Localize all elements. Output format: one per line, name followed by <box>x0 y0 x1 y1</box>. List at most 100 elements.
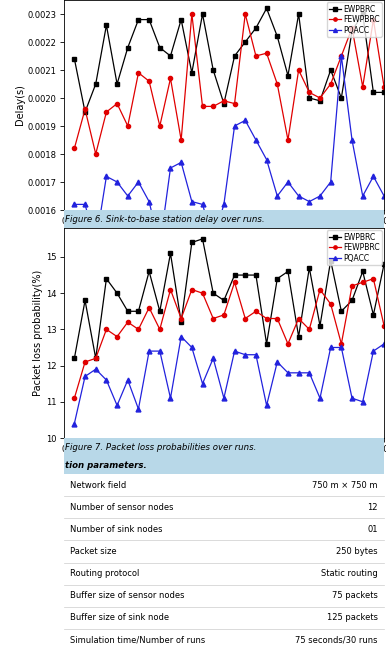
PQACC <box>83 372 87 380</box>
Text: Static routing: Static routing <box>321 569 378 578</box>
EWPBRC <box>179 318 183 326</box>
PQACC <box>339 52 344 60</box>
EWPBRC <box>361 10 365 18</box>
Text: 12: 12 <box>367 503 378 512</box>
EWPBRC <box>328 66 333 74</box>
X-axis label: Runs(s): Runs(s) <box>205 457 242 467</box>
Text: Simulation time/Number of runs: Simulation time/Number of runs <box>70 635 205 644</box>
FEWPBRC <box>232 279 237 286</box>
FEWPBRC <box>222 97 226 105</box>
PQACC <box>157 347 162 355</box>
PQACC <box>296 369 301 377</box>
PQACC <box>104 173 109 180</box>
EWPBRC <box>318 322 322 329</box>
EWPBRC <box>200 10 205 18</box>
FEWPBRC <box>371 16 376 23</box>
PQACC <box>147 347 151 355</box>
Line: EWPBRC: EWPBRC <box>72 7 386 114</box>
FEWPBRC <box>243 10 247 18</box>
PQACC <box>254 136 258 144</box>
PQACC <box>157 242 162 250</box>
EWPBRC <box>157 44 162 51</box>
EWPBRC <box>72 55 77 62</box>
EWPBRC <box>168 52 173 60</box>
FEWPBRC <box>264 49 269 57</box>
FEWPBRC <box>190 10 194 18</box>
FEWPBRC <box>232 100 237 107</box>
FEWPBRC <box>115 100 119 107</box>
EWPBRC <box>296 333 301 340</box>
Line: EWPBRC: EWPBRC <box>72 237 386 361</box>
FEWPBRC <box>318 94 322 102</box>
EWPBRC <box>243 38 247 46</box>
PQACC <box>307 369 312 377</box>
FEWPBRC <box>382 83 386 90</box>
FEWPBRC <box>147 77 151 85</box>
FEWPBRC <box>286 136 290 144</box>
PQACC <box>243 117 247 124</box>
PQACC <box>115 402 119 409</box>
EWPBRC <box>254 24 258 32</box>
EWPBRC <box>371 89 376 96</box>
FEWPBRC <box>254 307 258 315</box>
EWPBRC <box>211 289 215 297</box>
FEWPBRC <box>350 282 354 290</box>
EWPBRC <box>232 52 237 60</box>
FEWPBRC <box>104 326 109 333</box>
FEWPBRC <box>243 314 247 322</box>
EWPBRC <box>275 33 279 40</box>
EWPBRC <box>371 311 376 319</box>
EWPBRC <box>264 340 269 348</box>
PQACC <box>275 358 279 366</box>
FEWPBRC <box>361 279 365 286</box>
FEWPBRC <box>339 340 344 348</box>
PQACC <box>307 198 312 206</box>
PQACC <box>382 192 386 200</box>
EWPBRC <box>382 260 386 268</box>
PQACC <box>328 178 333 186</box>
FEWPBRC <box>93 354 98 362</box>
FEWPBRC <box>179 314 183 322</box>
Text: Buffer size of sink node: Buffer size of sink node <box>70 613 169 622</box>
Text: 75 seconds/30 runs: 75 seconds/30 runs <box>295 635 378 644</box>
PQACC <box>243 351 247 359</box>
PQACC <box>72 420 77 428</box>
PQACC <box>72 201 77 208</box>
PQACC <box>286 178 290 186</box>
EWPBRC <box>286 268 290 275</box>
Legend: EWPBRC, FEWPBRC, PQACC: EWPBRC, FEWPBRC, PQACC <box>327 230 382 265</box>
Text: Number of sink nodes: Number of sink nodes <box>70 525 163 534</box>
EWPBRC <box>286 72 290 79</box>
FEWPBRC <box>328 300 333 308</box>
EWPBRC <box>232 271 237 279</box>
EWPBRC <box>147 268 151 275</box>
FEWPBRC <box>190 286 194 294</box>
Text: Figure 6. Sink-to-base station delay over runs.: Figure 6. Sink-to-base station delay ove… <box>65 214 265 223</box>
FEWPBRC <box>72 395 77 402</box>
EWPBRC <box>93 80 98 88</box>
EWPBRC <box>200 235 205 243</box>
PQACC <box>339 344 344 352</box>
EWPBRC <box>361 268 365 275</box>
FEWPBRC <box>318 286 322 294</box>
EWPBRC <box>104 21 109 29</box>
PQACC <box>264 402 269 409</box>
FEWPBRC <box>222 311 226 319</box>
FEWPBRC <box>168 74 173 82</box>
PQACC <box>318 395 322 402</box>
PQACC <box>125 376 130 384</box>
PQACC <box>115 178 119 186</box>
PQACC <box>179 333 183 340</box>
EWPBRC <box>254 271 258 279</box>
Text: 250 bytes: 250 bytes <box>336 547 378 556</box>
PQACC <box>232 122 237 130</box>
Y-axis label: Delay(s): Delay(s) <box>15 85 25 126</box>
FEWPBRC <box>115 333 119 340</box>
EWPBRC <box>350 296 354 304</box>
PQACC <box>83 201 87 208</box>
FEWPBRC <box>136 326 141 333</box>
FEWPBRC <box>211 314 215 322</box>
PQACC <box>318 192 322 200</box>
PQACC <box>222 395 226 402</box>
FEWPBRC <box>382 322 386 329</box>
